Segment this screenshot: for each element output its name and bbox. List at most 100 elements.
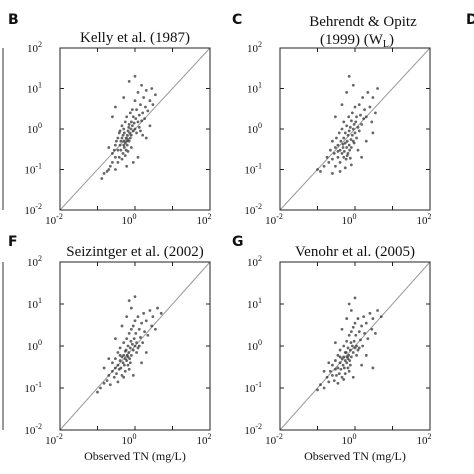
data-point: [357, 129, 361, 133]
y-tick-label: 102: [247, 40, 262, 55]
data-point: [119, 366, 123, 370]
data-point: [364, 353, 368, 357]
title-line2-text: (1999) (W: [320, 32, 384, 48]
data-point: [347, 143, 351, 147]
data-point: [137, 125, 141, 129]
data-point: [355, 136, 358, 140]
data-point: [341, 142, 345, 146]
y-tick-label: 10-2: [24, 422, 42, 437]
data-point: [148, 124, 152, 128]
data-point: [335, 136, 338, 140]
data-point: [349, 309, 353, 312]
data-point: [327, 160, 331, 164]
data-point: [342, 344, 346, 348]
data-point: [112, 375, 116, 379]
x-axis-label: Observed TN (mg/L): [304, 449, 406, 463]
y-tick-base: 10: [24, 165, 36, 177]
data-point: [352, 339, 356, 343]
data-point: [349, 341, 353, 345]
data-point: [348, 363, 352, 367]
data-point: [126, 344, 130, 348]
data-point: [350, 111, 354, 115]
data-point: [333, 146, 337, 149]
data-point: [135, 108, 138, 112]
data-point: [338, 160, 342, 164]
y-tick-label: 102: [27, 40, 42, 55]
data-point: [360, 363, 364, 367]
data-point: [336, 381, 340, 385]
data-point: [319, 169, 322, 173]
data-point: [349, 119, 353, 123]
data-point: [374, 331, 377, 335]
data-point: [144, 351, 148, 354]
data-point: [128, 361, 132, 365]
data-point: [332, 379, 336, 383]
data-point: [139, 336, 142, 339]
data-point: [116, 380, 120, 384]
data-point: [376, 309, 379, 312]
y-tick-exponent: -1: [255, 380, 262, 389]
data-point: [154, 93, 157, 97]
y-tick-label: 10-1: [244, 162, 262, 177]
data-point: [357, 330, 361, 334]
y-tick-base: 10: [244, 165, 256, 177]
data-point: [342, 378, 346, 381]
data-point: [131, 348, 135, 352]
data-point: [125, 337, 129, 341]
data-point: [345, 139, 349, 143]
panel-title: Seizintger et al. (2002): [66, 244, 203, 260]
data-point: [322, 164, 326, 168]
data-point: [348, 359, 352, 362]
data-point: [118, 359, 122, 362]
y-tick-label: 10-1: [24, 380, 42, 395]
data-point: [339, 139, 343, 143]
data-point: [126, 355, 130, 359]
data-point: [355, 344, 358, 348]
data-point: [353, 321, 357, 325]
data-point: [129, 327, 133, 331]
data-point: [340, 327, 344, 331]
data-point: [340, 357, 344, 361]
data-point: [134, 117, 138, 121]
data-point: [107, 168, 111, 171]
data-point: [143, 117, 146, 121]
data-point: [133, 319, 137, 323]
data-point: [129, 127, 133, 131]
data-point: [96, 390, 99, 394]
data-point: [336, 155, 340, 159]
data-point: [338, 348, 342, 352]
data-point: [376, 87, 379, 90]
y-tick-base: 10: [27, 341, 39, 353]
data-point: [139, 129, 142, 133]
data-point: [341, 146, 345, 149]
data-point: [338, 148, 342, 152]
y-tick-label: 10-2: [244, 422, 262, 437]
x-tick-label: 100: [342, 432, 357, 447]
data-point: [337, 372, 341, 376]
data-point: [347, 115, 351, 119]
data-point: [125, 315, 129, 319]
data-point: [142, 96, 146, 99]
data-point: [346, 346, 350, 350]
scatter-points: [316, 74, 379, 175]
y-tick-exponent: 2: [38, 40, 42, 49]
data-point: [366, 91, 370, 94]
y-tick-base: 10: [247, 84, 259, 96]
data-point: [132, 121, 136, 125]
data-point: [353, 105, 357, 109]
y-tick-exponent: 2: [258, 40, 262, 49]
data-point: [128, 357, 132, 361]
y-tick-base: 10: [247, 43, 259, 55]
data-point: [125, 115, 129, 119]
data-point: [350, 133, 354, 137]
data-point: [345, 317, 349, 320]
data-point: [333, 359, 337, 362]
data-point: [150, 87, 154, 90]
data-point: [342, 149, 346, 153]
x-tick-base: 10: [122, 215, 134, 227]
data-point: [125, 143, 129, 147]
data-point: [359, 338, 362, 342]
data-point: [349, 330, 353, 334]
x-tick-exponent: 0: [133, 212, 137, 221]
